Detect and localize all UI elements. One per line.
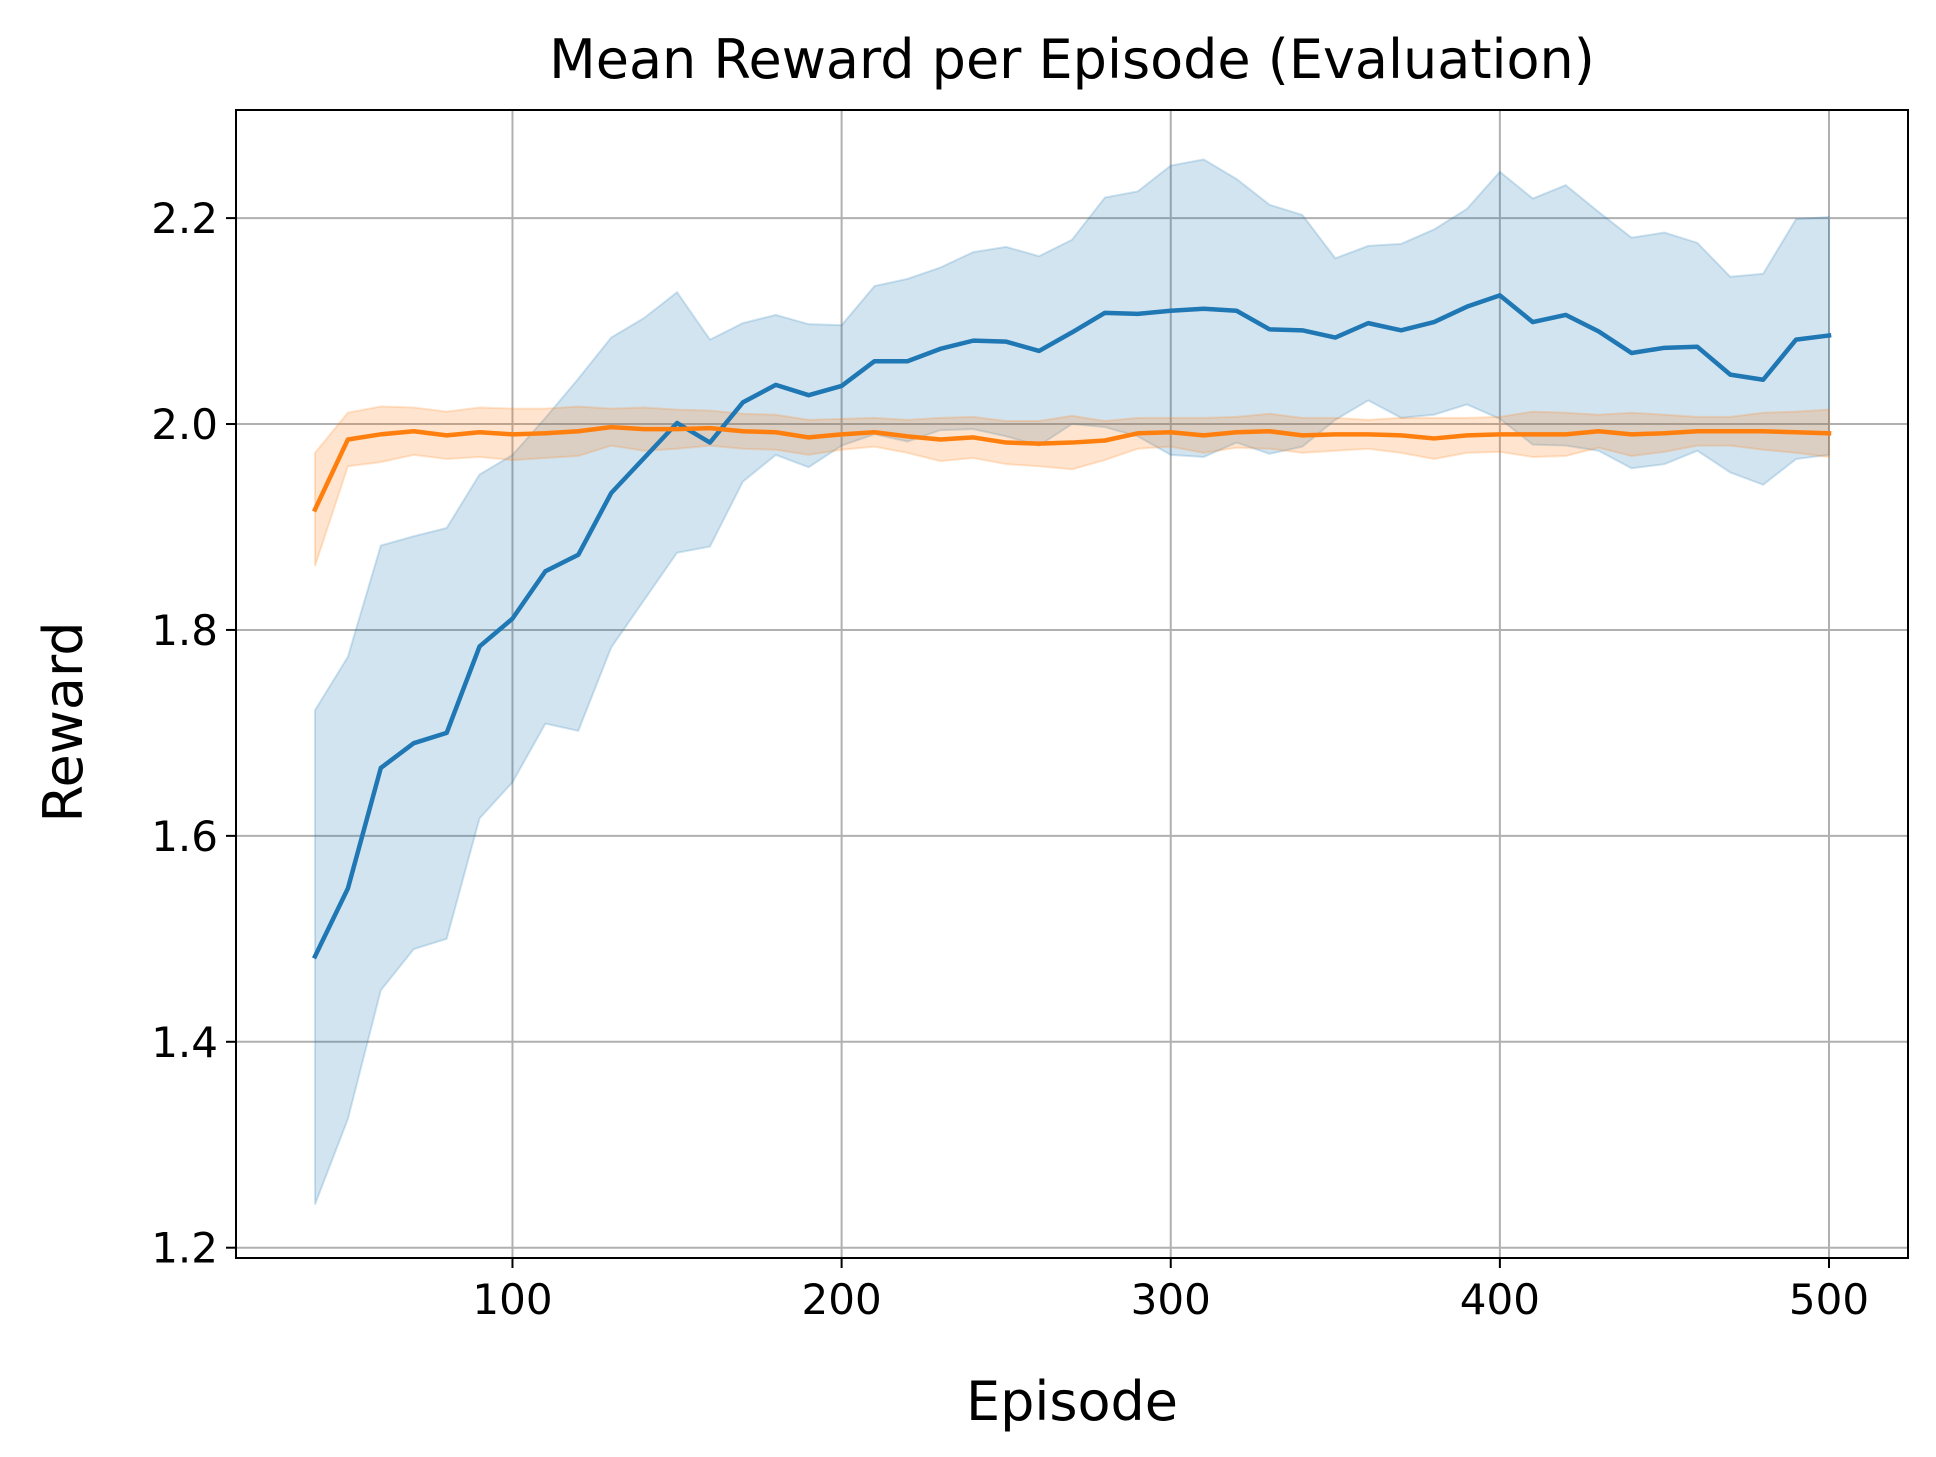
- x-tick-label-300: 300: [1131, 1275, 1211, 1324]
- y-tick-label-1.2: 1.2: [151, 1224, 218, 1273]
- series-orange-band: [313, 405, 1831, 567]
- x-tick-label-100: 100: [472, 1275, 552, 1324]
- y-axis-label: Reward: [32, 621, 95, 822]
- chart-title: Mean Reward per Episode (Evaluation): [549, 28, 1595, 91]
- series-orange-line: [311, 424, 1832, 513]
- plot-area: 100 200 300 400 500 1.2 1.4 1.6 1.8 2.0 2.2: [151, 109, 1909, 1324]
- y-tick-label-2.2: 2.2: [151, 194, 218, 243]
- series-blue-band: [313, 158, 1831, 1205]
- y-tick-label-1.8: 1.8: [151, 606, 218, 655]
- y-tick-label-2.0: 2.0: [151, 400, 218, 449]
- series-blue-line: [311, 293, 1832, 960]
- x-tick-label-200: 200: [802, 1275, 882, 1324]
- y-tick-label-1.6: 1.6: [151, 812, 218, 861]
- x-axis-label: Episode: [966, 1370, 1178, 1433]
- y-tick-label-1.4: 1.4: [151, 1018, 218, 1067]
- x-tick-label-400: 400: [1460, 1275, 1540, 1324]
- axes-frame: [235, 109, 1909, 1259]
- x-tick-label-500: 500: [1789, 1275, 1869, 1324]
